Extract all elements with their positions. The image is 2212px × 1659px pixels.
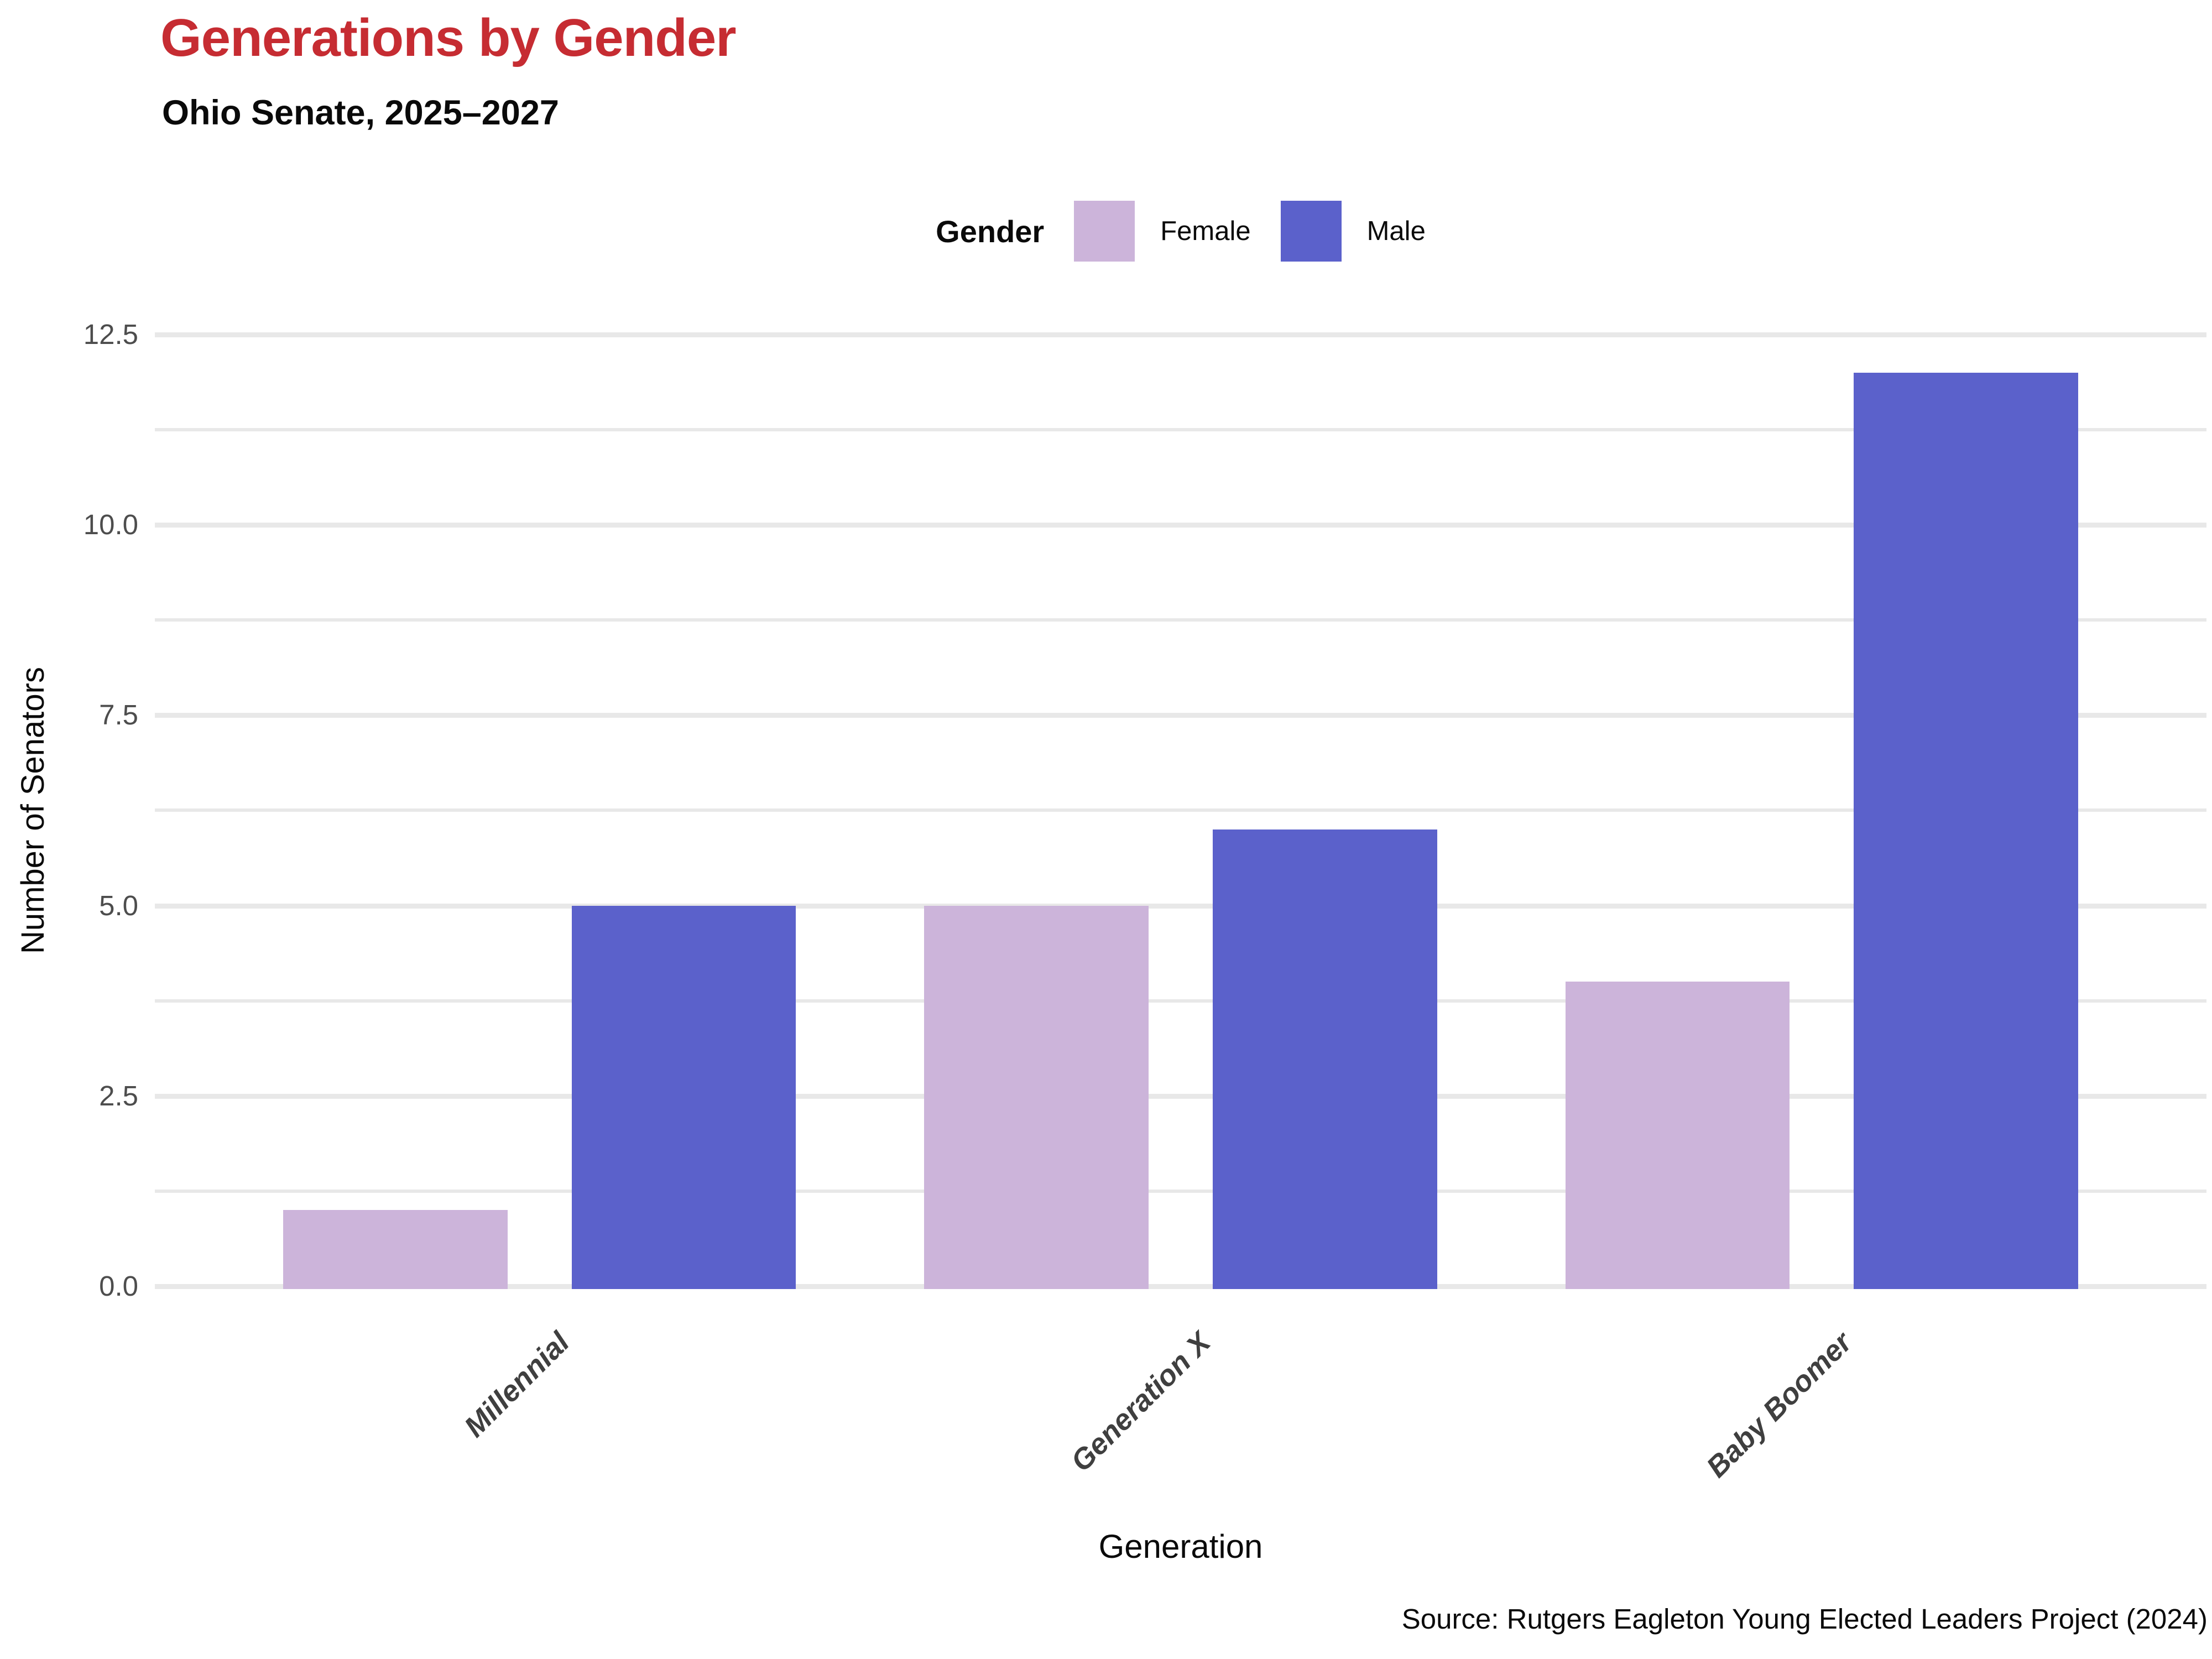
bar-female-generation-x — [924, 905, 1149, 1289]
source-note: Source: Rutgers Eagleton Young Elected L… — [1401, 1603, 2208, 1635]
bar-female-baby-boomer — [1565, 982, 1790, 1289]
bar-female-millennial — [283, 1210, 508, 1289]
y-tick-label: 5.0 — [99, 889, 138, 921]
y-tick-label: 12.5 — [83, 318, 138, 350]
legend-title: Gender — [936, 213, 1045, 249]
legend-swatch-female — [1074, 201, 1135, 262]
y-tick-label: 2.5 — [99, 1079, 138, 1112]
x-axis-title: Generation — [1098, 1528, 1263, 1565]
minor-gridline — [155, 618, 2206, 622]
legend-label: Male — [1366, 216, 1426, 246]
legend-item-male: Male — [1280, 201, 1426, 262]
major-gridline — [155, 523, 2206, 528]
bar-male-millennial — [571, 905, 796, 1289]
minor-gridline — [155, 1189, 2206, 1193]
major-gridline — [155, 713, 2206, 718]
legend: Gender Female Male — [155, 199, 2206, 263]
chart-subtitle: Ohio Senate, 2025–2027 — [162, 93, 559, 132]
bar-male-generation-x — [1212, 829, 1437, 1289]
minor-gridline — [155, 427, 2206, 431]
bar-male-baby-boomer — [1854, 372, 2079, 1289]
y-tick-label: 10.0 — [83, 509, 138, 541]
y-axis-title: Number of Senators — [15, 666, 51, 954]
legend-label: Female — [1160, 216, 1251, 246]
x-tick-label-generation-x: Generation X — [1065, 1326, 1217, 1478]
legend-swatch-male — [1280, 201, 1342, 262]
x-tick-label-millennial: Millennial — [458, 1326, 576, 1444]
minor-gridline — [155, 808, 2206, 812]
chart-title: Generations by Gender — [160, 8, 737, 67]
major-gridline — [155, 903, 2206, 909]
major-gridline — [155, 1284, 2206, 1289]
legend-item-female: Female — [1074, 201, 1251, 262]
minor-gridline — [155, 999, 2206, 1003]
y-tick-label: 0.0 — [99, 1270, 138, 1302]
major-gridline — [155, 332, 2206, 337]
x-tick-label-baby-boomer: Baby Boomer — [1700, 1326, 1858, 1484]
major-gridline — [155, 1093, 2206, 1099]
y-tick-label: 7.5 — [99, 699, 138, 731]
